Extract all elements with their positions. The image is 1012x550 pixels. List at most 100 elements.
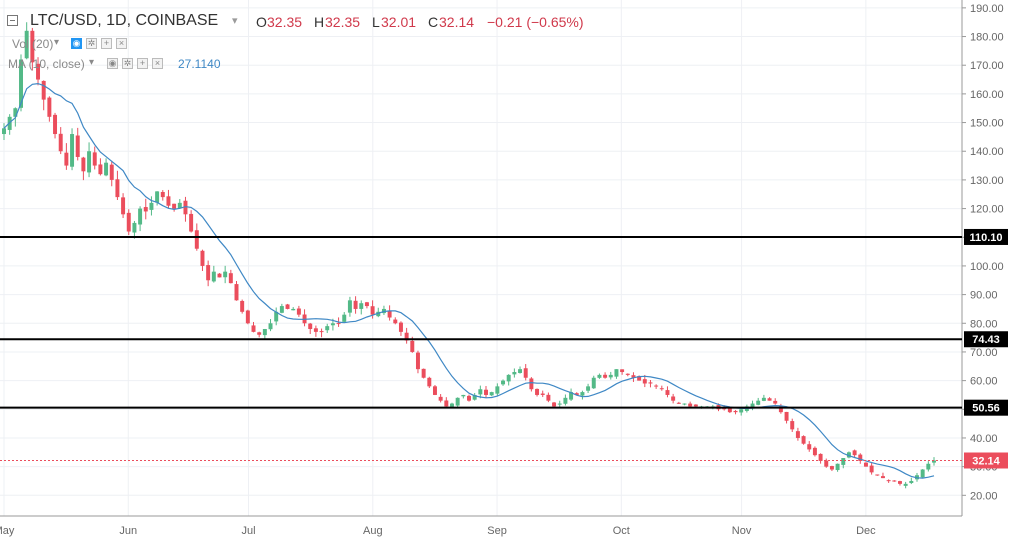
ma-settings-icon[interactable]: ✲ xyxy=(122,58,133,69)
candle-body xyxy=(228,273,233,284)
candle-body xyxy=(257,332,262,335)
candle-body xyxy=(654,385,659,387)
candle-body xyxy=(569,392,574,400)
y-tick-label: 190.00 xyxy=(970,3,1004,15)
candle-body xyxy=(138,208,143,225)
candle-body xyxy=(393,319,398,324)
candle-body xyxy=(438,396,443,401)
candle-body xyxy=(325,326,330,331)
ma-remove-icon[interactable]: × xyxy=(152,58,163,69)
level-tag xyxy=(964,399,1008,416)
candle-body xyxy=(608,374,613,378)
candle-body xyxy=(432,386,437,395)
ma-add-icon[interactable]: + xyxy=(137,58,148,69)
candle-body xyxy=(807,444,812,450)
x-tick-label: Jun xyxy=(119,525,137,537)
candle-body xyxy=(835,463,840,471)
symbol-dropdown-icon[interactable]: ▾ xyxy=(232,15,238,27)
candle-body xyxy=(177,202,182,209)
volume-dropdown-icon[interactable]: ▾ xyxy=(54,37,60,48)
candle-body xyxy=(291,308,296,311)
y-tick-label: 130.00 xyxy=(970,175,1004,187)
candle-body xyxy=(223,271,228,278)
candle-body xyxy=(353,300,358,309)
candle-body xyxy=(364,302,369,307)
candle-body xyxy=(688,403,693,407)
candle-body xyxy=(676,402,681,404)
candle-body xyxy=(308,323,313,330)
candle-body xyxy=(495,386,500,394)
candle-body xyxy=(70,134,75,167)
candle-body xyxy=(557,403,562,405)
eye-icon[interactable]: ◉ xyxy=(71,38,82,49)
symbol-title[interactable]: LTC/USD, 1D, COINBASE xyxy=(30,12,219,29)
candle-body xyxy=(143,207,148,212)
candle-body xyxy=(540,393,545,395)
ma-indicator-label[interactable]: MA (10, close) xyxy=(8,57,85,71)
candle-body xyxy=(920,469,925,478)
ma-eye-icon[interactable]: ◉ xyxy=(107,58,118,69)
y-tick-label: 120.00 xyxy=(970,204,1004,216)
candle-body xyxy=(53,114,58,135)
candle-body xyxy=(126,212,131,232)
candle-body xyxy=(795,431,800,438)
candle-body xyxy=(875,474,880,476)
candle-body xyxy=(801,436,806,444)
remove-icon[interactable]: × xyxy=(116,38,127,49)
candle-body xyxy=(47,97,52,117)
x-tick-label: Nov xyxy=(732,525,752,537)
candle-body xyxy=(603,374,608,378)
candle-body xyxy=(756,400,761,405)
candle-body xyxy=(591,377,596,389)
candle-body xyxy=(115,179,120,198)
candle-body xyxy=(268,323,273,330)
candle-body xyxy=(285,304,290,309)
low-label: L xyxy=(372,14,380,30)
candle-body xyxy=(421,368,426,378)
level-tag xyxy=(964,228,1008,245)
candle-body xyxy=(347,300,352,313)
candle-body xyxy=(319,331,324,333)
candle-body xyxy=(189,213,194,232)
candle-body xyxy=(262,329,267,336)
candle-body xyxy=(398,322,403,332)
candle-body xyxy=(563,397,568,404)
candle-body xyxy=(81,157,86,172)
candle-body xyxy=(194,230,199,249)
settings-icon[interactable]: ✲ xyxy=(86,38,97,49)
y-tick-label: 100.00 xyxy=(970,261,1004,273)
candle-body xyxy=(880,476,885,479)
candle-body xyxy=(359,303,364,309)
candle-body xyxy=(92,152,97,166)
candle-body xyxy=(778,405,783,413)
low-value: 32.01 xyxy=(381,14,417,30)
candle-body xyxy=(415,352,420,370)
candle-body xyxy=(926,463,931,470)
candle-body xyxy=(761,397,766,401)
candle-body xyxy=(245,310,250,324)
candle-body xyxy=(217,273,222,278)
candle-body xyxy=(693,404,698,407)
candle-body xyxy=(149,202,154,210)
x-tick-label: Aug xyxy=(363,525,383,537)
add-icon[interactable]: + xyxy=(101,38,112,49)
volume-indicator-label[interactable]: Vol (20) xyxy=(12,37,54,51)
candle-body xyxy=(160,191,165,198)
candle-body xyxy=(132,222,137,233)
candle-body xyxy=(932,460,936,463)
candle-body xyxy=(58,133,63,152)
candle-body xyxy=(648,382,653,384)
y-tick-label: 140.00 xyxy=(970,146,1004,158)
collapse-legend-icon[interactable] xyxy=(7,15,18,26)
candle-body xyxy=(846,452,851,458)
level-tag xyxy=(964,331,1008,348)
ma-dropdown-icon[interactable]: ▾ xyxy=(89,57,95,68)
candle-body xyxy=(671,396,676,401)
candle-body xyxy=(166,196,171,206)
candle-body xyxy=(75,135,80,157)
candle-body xyxy=(909,480,914,484)
candle-body xyxy=(637,376,642,381)
candle-body xyxy=(620,369,625,373)
close-label: C xyxy=(428,14,439,30)
